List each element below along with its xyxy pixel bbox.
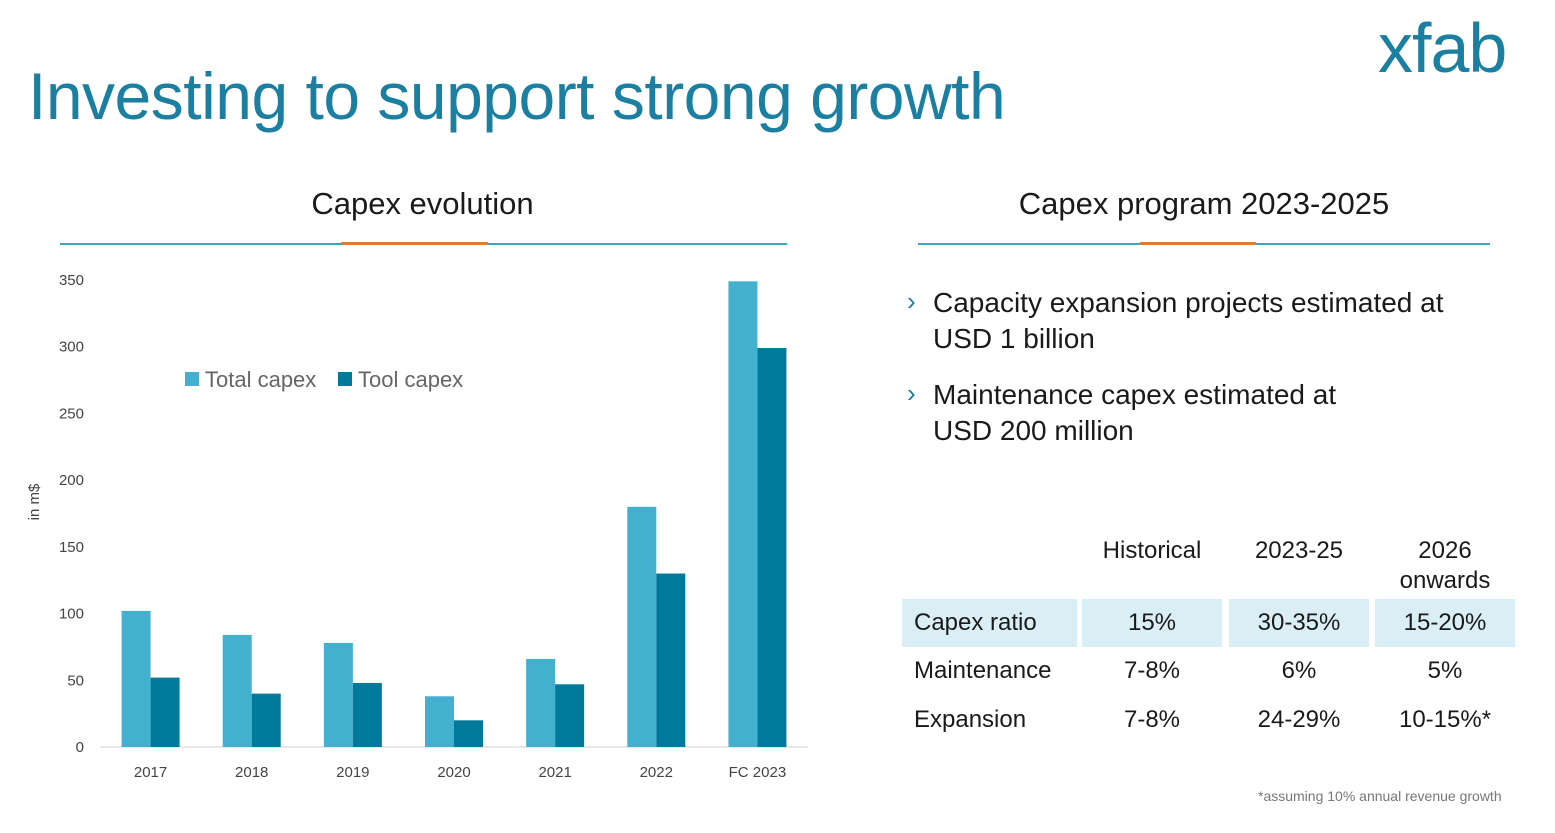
cell-maintenance-historical: 7-8% [1123,657,1181,684]
legend-label: Tool capex [358,367,463,392]
cell-capex-ratio-2023-25: 30-35% [1229,599,1369,647]
capex-bar-chart: 0 50 100 150 200 250 300 350 in m$ 2017 2018 2019 20… [26,272,808,781]
x-tick-label: 2017 [134,764,167,781]
legend-swatch [185,372,199,386]
header-onwards: onwards [1399,567,1491,594]
y-tick-label: 250 [59,405,84,422]
bullet-line: Capacity expansion projects estimated at [933,287,1444,318]
cell-maintenance-2026: 5% [1427,657,1463,684]
tool-capex-bar [352,682,382,747]
capex-evolution-title: Capex evolution [311,186,534,221]
total-capex-bar [121,610,151,747]
total-capex-bar [526,658,556,747]
y-tick-label: 350 [59,272,84,289]
total-capex-bar [728,281,758,747]
y-tick-label: 50 [67,672,84,689]
y-tick-label: 0 [76,739,84,756]
xfab-logo: xfab [1378,9,1507,87]
header-2023-25: 2023-25 [1254,537,1344,564]
bullet-line: USD 1 billion [933,323,1095,354]
cell-maintenance-2023-25: 6% [1281,657,1317,684]
tool-capex-bar [757,348,787,747]
y-tick-label: 100 [59,606,84,623]
left-divider-accent [341,242,488,245]
x-tick-label: 2019 [336,764,369,781]
capex-program-title: Capex program 2023-2025 [1018,186,1390,221]
legend-swatch [338,372,352,386]
header-historical: Historical [1102,537,1202,564]
total-capex-bar [323,642,353,747]
y-tick-label: 300 [59,339,84,356]
cell-expansion-2026: 10-15%* [1398,706,1492,733]
cell-capex-ratio-2026: 15-20% [1375,599,1515,647]
y-tick-label: 200 [59,472,84,489]
x-tick-label: 2021 [538,764,571,781]
tool-capex-bar [454,720,483,747]
total-capex-bar [222,634,252,747]
header-2026: 2026 [1418,537,1472,564]
bullet-line: USD 200 million [933,415,1134,446]
bullet-maintenance: › Maintenance capex estimated at USD 200… [905,377,1505,449]
x-tick-label: 2022 [640,764,673,781]
legend-label: Total capex [205,367,316,392]
total-capex-bar [425,696,454,747]
cell-capex-ratio-historical: 15% [1082,599,1222,647]
capex-program-bullets: › Capacity expansion projects estimated … [905,285,1505,469]
row-label-capex-ratio: Capex ratio [902,599,1077,647]
tool-capex-bar [251,693,281,747]
tool-capex-bar [656,573,686,747]
y-tick-label: 150 [59,539,84,556]
header-2026-onwards: 2026 onwards [1375,536,1515,596]
x-tick-label: 2020 [437,764,470,781]
x-tick-label: 2018 [235,764,268,781]
cell-expansion-2023-25: 24-29% [1257,706,1341,733]
x-tick-label: FC 2023 [729,764,787,781]
tool-capex-bar [555,684,585,747]
row-label-maintenance: Maintenance [914,657,1052,684]
y-axis-label: in m$ [26,483,43,520]
chevron-right-icon: › [907,378,916,408]
bullet-line: Maintenance capex estimated at [933,379,1337,410]
bullet-capacity-expansion: › Capacity expansion projects estimated … [905,285,1505,357]
tool-capex-bar [150,677,180,747]
row-label-expansion: Expansion [914,706,1027,733]
cell-expansion-historical: 7-8% [1123,706,1181,733]
footnote: *assuming 10% annual revenue growth [1258,788,1502,804]
right-divider-accent [1140,242,1256,245]
chevron-right-icon: › [907,286,916,316]
page-title: Investing to support strong growth [28,59,1006,133]
total-capex-bar [627,506,657,747]
